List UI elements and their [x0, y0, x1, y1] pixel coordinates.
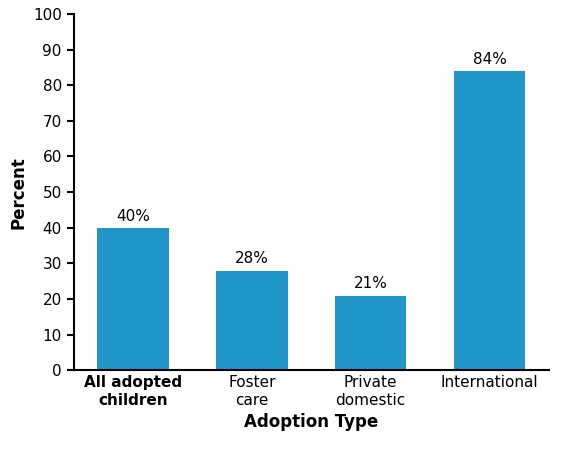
- Bar: [216, 270, 288, 370]
- Bar: [454, 71, 525, 370]
- Bar: [335, 295, 406, 370]
- X-axis label: Adoption Type: Adoption Type: [244, 413, 379, 431]
- Text: 28%: 28%: [235, 251, 269, 266]
- Y-axis label: Percent: Percent: [10, 156, 27, 229]
- Text: 40%: 40%: [116, 208, 150, 224]
- Text: 84%: 84%: [473, 52, 507, 67]
- Bar: [97, 228, 169, 370]
- Text: 21%: 21%: [354, 276, 388, 291]
